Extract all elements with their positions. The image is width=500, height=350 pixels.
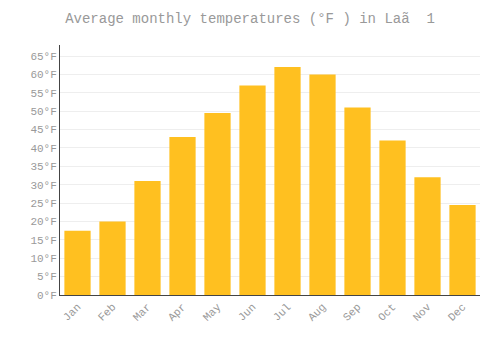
svg-text:50°F: 50°F bbox=[30, 106, 56, 118]
svg-text:Jan: Jan bbox=[61, 301, 83, 323]
svg-text:30°F: 30°F bbox=[30, 180, 56, 192]
svg-text:0°F: 0°F bbox=[37, 290, 57, 302]
svg-text:20°F: 20°F bbox=[30, 216, 56, 228]
svg-text:65°F: 65°F bbox=[30, 51, 56, 63]
svg-text:60°F: 60°F bbox=[30, 69, 56, 81]
svg-text:Jul: Jul bbox=[271, 301, 293, 323]
svg-text:Average monthly temperatures (: Average monthly temperatures (°F ) in La… bbox=[65, 11, 435, 27]
svg-text:15°F: 15°F bbox=[30, 235, 56, 247]
svg-text:Feb: Feb bbox=[96, 301, 118, 323]
svg-text:55°F: 55°F bbox=[30, 88, 56, 100]
svg-text:40°F: 40°F bbox=[30, 143, 56, 155]
svg-text:Dec: Dec bbox=[446, 301, 468, 323]
svg-text:Oct: Oct bbox=[376, 301, 398, 323]
svg-text:5°F: 5°F bbox=[37, 271, 57, 283]
svg-text:10°F: 10°F bbox=[30, 253, 56, 265]
svg-text:Sep: Sep bbox=[341, 301, 363, 323]
svg-text:Mar: Mar bbox=[131, 301, 153, 323]
svg-text:25°F: 25°F bbox=[30, 198, 56, 210]
svg-text:Jun: Jun bbox=[236, 301, 258, 323]
svg-text:Apr: Apr bbox=[166, 301, 188, 323]
svg-text:Nov: Nov bbox=[411, 301, 434, 324]
svg-text:Aug: Aug bbox=[306, 301, 328, 323]
svg-text:35°F: 35°F bbox=[30, 161, 56, 173]
svg-text:45°F: 45°F bbox=[30, 124, 56, 136]
svg-text:May: May bbox=[201, 301, 224, 324]
